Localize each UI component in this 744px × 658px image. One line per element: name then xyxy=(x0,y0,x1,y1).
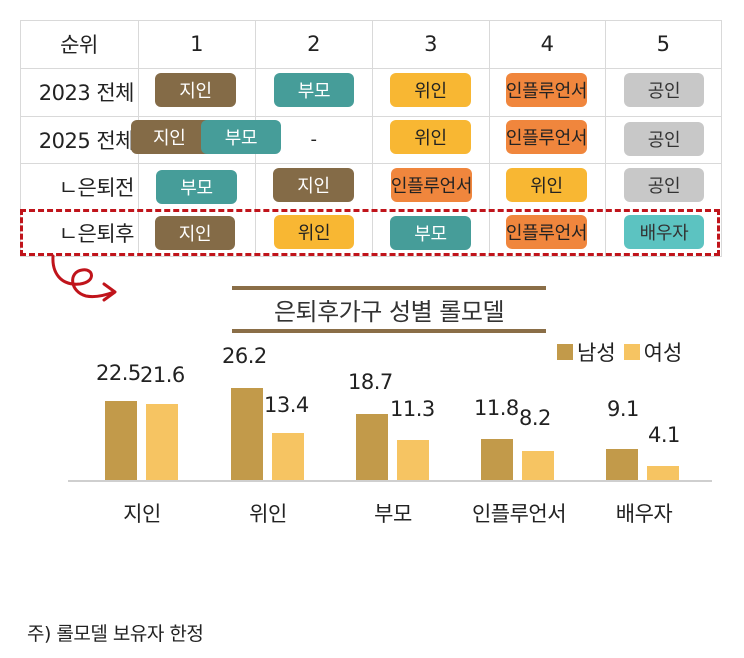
tag-bumo: 부모 xyxy=(274,73,354,107)
table-border xyxy=(20,20,722,21)
chart-legend: 남성 여성 xyxy=(557,337,682,367)
tag-wiin: 위인 xyxy=(390,120,471,154)
table-divider xyxy=(605,20,606,256)
tag-bumo: 부모 xyxy=(156,170,237,204)
category-label-influencer: 인플루언서 xyxy=(471,502,567,526)
value-male-influencer: 11.8 xyxy=(474,396,519,420)
value-male-jiin: 22.5 xyxy=(96,361,141,385)
legend-female-label: 여성 xyxy=(643,341,683,365)
row-label-2023: 2023 전체 xyxy=(38,81,135,105)
tag-jiin: 지인 xyxy=(155,216,235,250)
value-male-bumo: 18.7 xyxy=(348,370,393,394)
bar-male-wiin xyxy=(231,388,263,480)
tag-bumo: 부모 xyxy=(390,216,471,250)
table-border xyxy=(721,20,722,256)
x-axis-line xyxy=(68,480,712,482)
value-male-spouse: 9.1 xyxy=(607,397,639,421)
header-rank-1: 1 xyxy=(190,32,203,56)
tag-gongin: 공인 xyxy=(624,122,704,156)
tag-gongin: 공인 xyxy=(624,168,704,202)
row-label-2025: 2025 전체 xyxy=(38,128,135,153)
bar-female-spouse xyxy=(647,466,679,480)
bar-male-spouse xyxy=(606,449,638,480)
empty-rank-dash: - xyxy=(310,129,318,150)
legend-male-label: 남성 xyxy=(577,341,616,365)
tag-jiin: 지인 xyxy=(155,73,236,107)
value-male-wiin: 26.2 xyxy=(222,344,267,368)
tag-influencer: 인플루언서 xyxy=(506,215,587,249)
bar-male-bumo xyxy=(356,414,388,480)
header-rank-3: 3 xyxy=(424,32,437,56)
table-divider xyxy=(372,20,373,256)
tag-wiin: 위인 xyxy=(506,168,587,202)
category-label-spouse: 배우자 xyxy=(615,502,673,526)
tag-bumo: 부모 xyxy=(201,120,281,154)
tag-influencer: 인플루언서 xyxy=(391,168,472,202)
table-divider xyxy=(20,68,722,69)
header-rank-5: 5 xyxy=(656,32,670,56)
table-divider xyxy=(20,163,722,164)
tag-wiin: 위인 xyxy=(274,215,354,249)
table-border xyxy=(20,256,722,257)
legend-male-swatch xyxy=(557,344,573,360)
chart-title: 은퇴후가구 성별 롤모델 xyxy=(273,297,505,326)
value-female-bumo: 11.3 xyxy=(390,397,435,421)
title-bottom-rule xyxy=(232,329,546,333)
header-rank-label: 순위 xyxy=(60,33,98,57)
bar-female-wiin xyxy=(272,433,304,480)
tag-gongin: 공인 xyxy=(624,73,704,107)
tag-spouse: 배우자 xyxy=(624,215,704,249)
curly-arrow-icon xyxy=(51,254,117,302)
row-label-pre-retirement: ㄴ은퇴전 xyxy=(58,175,135,200)
table-divider xyxy=(20,116,722,117)
bar-female-influencer xyxy=(522,451,554,480)
value-female-jiin: 21.6 xyxy=(140,363,185,387)
tag-wiin: 위인 xyxy=(390,73,471,107)
category-label-bumo: 부모 xyxy=(374,502,412,526)
header-rank-4: 4 xyxy=(540,32,554,56)
bar-male-influencer xyxy=(481,439,513,480)
header-rank-2: 2 xyxy=(307,32,320,56)
value-female-spouse: 4.1 xyxy=(648,423,680,447)
tag-jiin: 지인 xyxy=(273,168,354,202)
bar-male-jiin xyxy=(105,401,137,480)
value-female-influencer: 8.2 xyxy=(519,406,551,430)
table-divider xyxy=(489,20,490,256)
highlight-dashed-box xyxy=(20,209,720,256)
tag-influencer: 인플루언서 xyxy=(506,120,587,154)
category-label-wiin: 위인 xyxy=(249,502,287,526)
footnote: 주) 롤모델 보유자 한정 xyxy=(27,623,204,645)
table-border xyxy=(20,20,21,256)
category-label-jiin: 지인 xyxy=(123,502,161,526)
legend-female-swatch xyxy=(623,344,640,360)
bar-female-jiin xyxy=(146,404,178,480)
row-label-post-retirement: ㄴ은퇴후 xyxy=(58,222,135,246)
bar-female-bumo xyxy=(397,440,429,480)
tag-influencer: 인플루언서 xyxy=(506,73,587,107)
title-top-rule xyxy=(232,286,546,290)
value-female-wiin: 13.4 xyxy=(264,393,309,417)
